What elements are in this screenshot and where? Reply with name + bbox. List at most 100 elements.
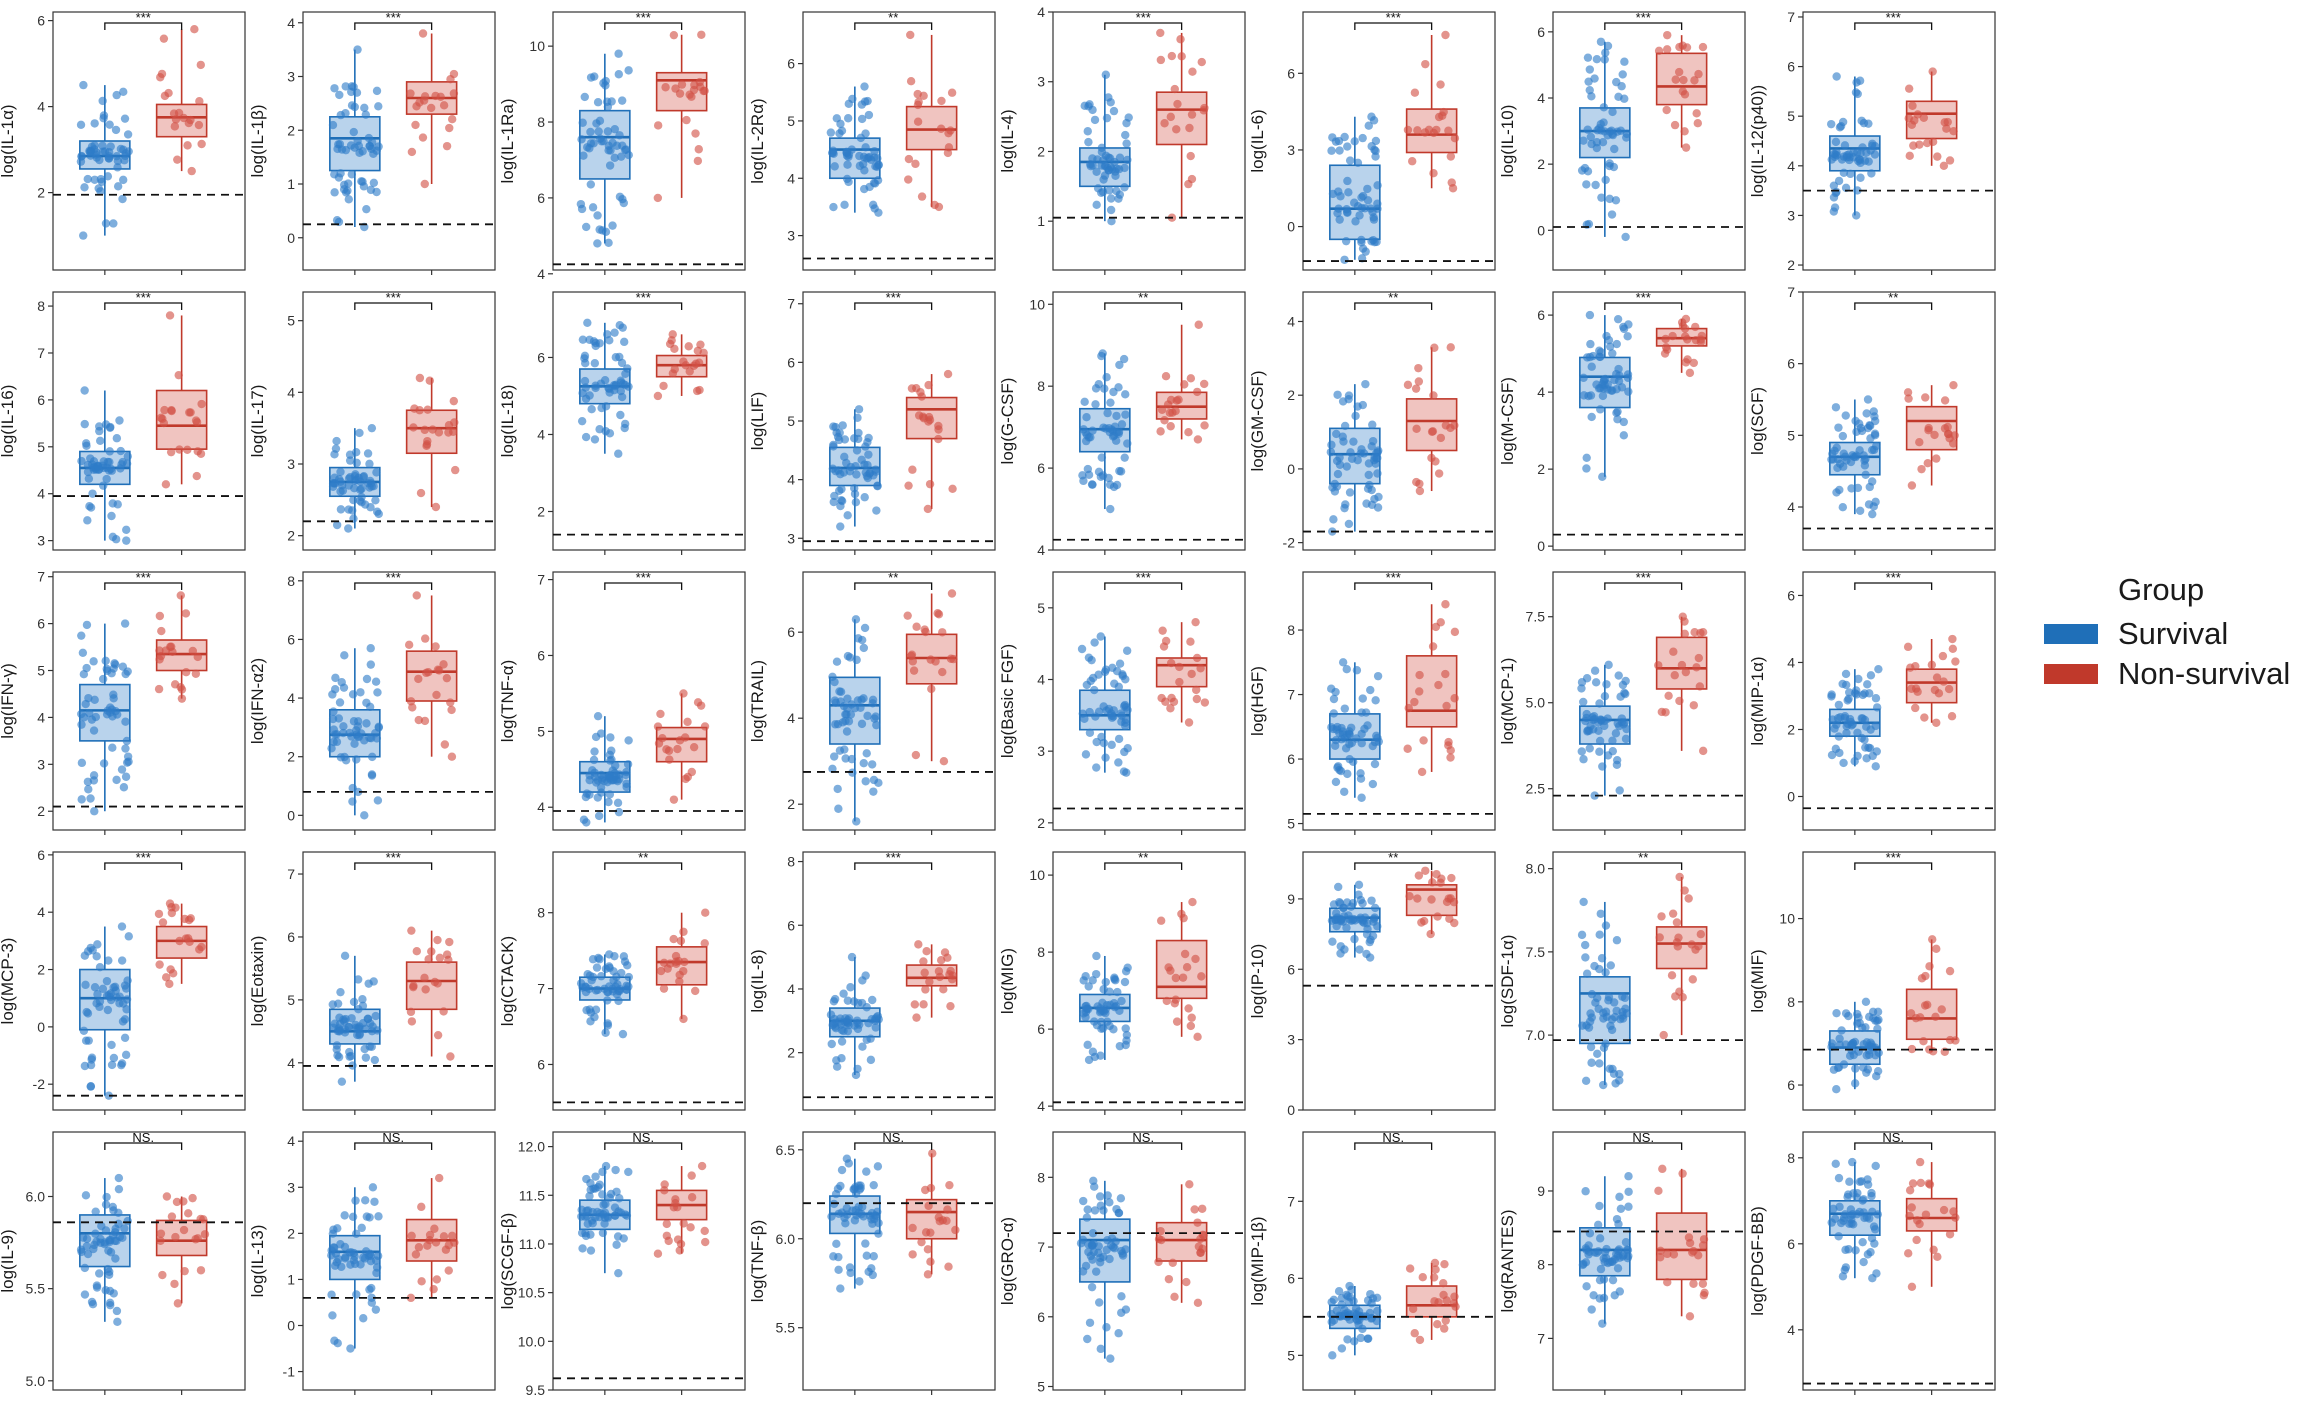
data-point-survival [861, 143, 870, 152]
data-point-survival [1841, 411, 1850, 420]
significance-bracket [854, 862, 933, 870]
data-point-survival [1098, 1006, 1108, 1015]
data-point-survival [1847, 484, 1856, 493]
panel-frame [302, 571, 496, 831]
significance-label: *** [386, 10, 401, 25]
panel-plot-area [1578, 1164, 1709, 1328]
significance-bracket [854, 22, 933, 30]
data-point-non-survival [1191, 685, 1201, 695]
panel-plot-area [576, 908, 710, 1039]
data-point-survival [1092, 737, 1101, 747]
data-point-survival [843, 694, 852, 703]
data-point-survival [1615, 1069, 1624, 1079]
data-point-survival [1358, 694, 1367, 703]
significance-bracket [1854, 22, 1933, 30]
data-point-survival [829, 1252, 838, 1261]
significance-bracket [1354, 582, 1433, 590]
data-point-survival [1101, 977, 1110, 987]
data-point-non-survival [1661, 343, 1671, 352]
data-point-non-survival [1431, 457, 1440, 466]
data-point-survival [373, 1026, 382, 1035]
data-point-survival [83, 947, 93, 956]
data-point-survival [121, 669, 130, 679]
data-point-survival [1840, 452, 1850, 461]
data-point-survival [1333, 390, 1342, 399]
data-point-non-survival [407, 147, 417, 157]
data-point-survival [1083, 1334, 1092, 1344]
data-point-non-survival [1695, 682, 1705, 691]
data-point-survival [1589, 715, 1598, 725]
data-point-survival [873, 1162, 883, 1171]
data-point-non-survival [1659, 1030, 1668, 1040]
y-tick-label: 7 [787, 296, 795, 312]
data-point-non-survival [1663, 1249, 1672, 1259]
data-point-survival [1827, 692, 1836, 701]
data-point-survival [1338, 432, 1347, 441]
data-point-non-survival [679, 357, 688, 366]
data-point-non-survival [1403, 380, 1413, 390]
data-point-survival [1100, 667, 1110, 677]
data-point-survival [1853, 186, 1862, 195]
data-point-survival [1103, 1191, 1112, 1200]
data-point-survival [1873, 1066, 1883, 1076]
data-point-non-survival [1660, 349, 1670, 358]
data-point-survival [1369, 116, 1379, 125]
data-point-non-survival [924, 412, 934, 422]
y-tick-label: 6 [1787, 59, 1795, 75]
data-point-survival [1595, 1234, 1605, 1243]
data-point-survival [344, 524, 353, 533]
data-point-survival [614, 49, 623, 58]
data-point-survival [1586, 339, 1595, 349]
data-point-survival [577, 416, 587, 426]
data-point-survival [1358, 400, 1368, 410]
data-point-survival [106, 1300, 115, 1310]
data-point-survival [1340, 421, 1350, 431]
data-point-survival [327, 1246, 336, 1255]
data-point-survival [1088, 1255, 1097, 1264]
data-point-survival [1120, 453, 1129, 462]
data-point-survival [838, 421, 847, 430]
data-point-survival [1085, 728, 1095, 737]
data-point-survival [89, 457, 99, 466]
data-point-survival [1601, 1007, 1611, 1016]
data-point-non-survival [1412, 477, 1421, 487]
y-tick-label: 6 [1537, 307, 1545, 323]
significance-label: *** [1386, 10, 1401, 25]
data-point-survival [603, 127, 613, 136]
data-point-survival [1116, 467, 1126, 476]
data-point-survival [869, 1252, 878, 1261]
data-point-survival [101, 1286, 110, 1295]
data-point-survival [359, 1314, 368, 1323]
data-point-survival [1612, 339, 1621, 349]
data-point-non-survival [1917, 464, 1926, 474]
data-point-non-survival [1672, 918, 1682, 927]
data-point-non-survival [944, 1262, 953, 1271]
data-point-survival [346, 1344, 355, 1353]
data-point-survival [1853, 89, 1862, 99]
data-point-non-survival [1932, 944, 1941, 954]
y-tick-label: 2 [537, 503, 545, 519]
data-point-non-survival [1176, 35, 1185, 44]
data-point-survival [1355, 945, 1364, 954]
data-point-survival [1848, 1157, 1857, 1167]
data-point-survival [1341, 236, 1351, 246]
data-point-non-survival [1193, 1032, 1202, 1042]
y-axis-label: log(IL-16) [0, 385, 17, 458]
data-point-survival [1086, 162, 1096, 171]
data-point-survival [844, 1159, 853, 1168]
data-point-survival [1085, 707, 1094, 717]
data-point-non-survival [1166, 704, 1175, 713]
data-point-non-survival [179, 1225, 189, 1235]
data-point-survival [356, 477, 365, 487]
data-point-survival [868, 1270, 877, 1280]
panel-frame [1302, 291, 1496, 551]
panel-frame [1052, 11, 1246, 271]
data-point-survival [1331, 687, 1340, 697]
y-tick-label: 8 [1787, 1150, 1795, 1166]
y-tick-label: 6 [37, 392, 45, 408]
data-point-survival [598, 1228, 608, 1238]
data-point-survival [1358, 244, 1368, 253]
data-point-survival [1082, 680, 1092, 690]
